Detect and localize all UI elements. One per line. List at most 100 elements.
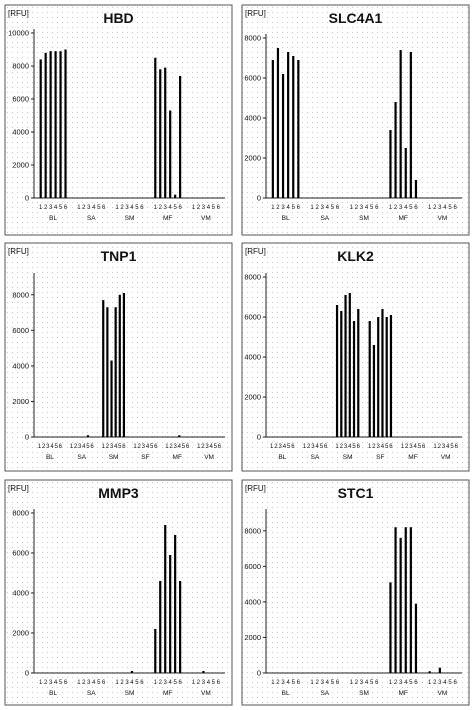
bar	[368, 321, 371, 437]
x-sub-label: 1	[270, 444, 274, 450]
x-sub-label: 2	[44, 205, 48, 211]
x-sub-label: 6	[291, 444, 295, 450]
x-sub-label: 3	[399, 205, 403, 211]
x-group-label: SM	[125, 215, 135, 222]
x-sub-label: 6	[414, 680, 418, 686]
y-tick-label: 2000	[244, 154, 261, 163]
x-sub-label: 6	[218, 444, 222, 450]
y-tick-label: 6000	[244, 313, 261, 322]
x-sub-label: 6	[375, 205, 379, 211]
bar	[159, 581, 162, 673]
y-tick-label: 8000	[12, 290, 29, 299]
x-sub-label: 4	[365, 205, 369, 211]
x-sub-label: 1	[335, 444, 339, 450]
x-sub-label: 3	[399, 680, 403, 686]
bar	[54, 51, 57, 199]
x-sub-label: 3	[360, 205, 364, 211]
bar	[179, 75, 182, 198]
y-tick-label: 4000	[244, 597, 261, 606]
x-sub-label: 6	[102, 680, 106, 686]
x-group-label: VM	[438, 690, 448, 697]
x-sub-label: 5	[352, 444, 356, 450]
x-sub-label: 3	[164, 205, 168, 211]
x-sub-label: 5	[135, 205, 139, 211]
panel-frame	[241, 4, 470, 236]
x-group-label: SA	[87, 690, 96, 697]
x-sub-label: 3	[281, 205, 285, 211]
bar	[49, 51, 52, 199]
x-sub-label: 2	[106, 444, 110, 450]
x-sub-label: 3	[164, 680, 168, 686]
x-sub-label: 4	[92, 205, 96, 211]
x-sub-label: 3	[87, 205, 91, 211]
x-sub-label: 2	[42, 444, 46, 450]
x-sub-label: 6	[217, 205, 221, 211]
x-sub-label: 2	[394, 680, 398, 686]
unit-label: [RFU]	[245, 9, 266, 18]
x-sub-label: 1	[428, 680, 432, 686]
x-group-label: BL	[282, 690, 290, 697]
bar	[276, 48, 280, 198]
x-sub-label: 2	[197, 680, 201, 686]
x-sub-label: 5	[418, 444, 422, 450]
x-sub-label: 2	[340, 444, 344, 450]
y-tick-label: 0	[25, 433, 29, 442]
x-sub-label: 3	[49, 680, 53, 686]
x-sub-label: 4	[114, 444, 118, 450]
y-tick-label: 0	[257, 433, 261, 442]
bar	[389, 130, 392, 198]
x-group-label: SM	[343, 454, 353, 461]
x-sub-label: 2	[276, 680, 280, 686]
bar	[281, 74, 285, 198]
bar	[297, 60, 300, 198]
x-sub-label: 6	[357, 444, 361, 450]
x-sub-label: 4	[443, 205, 447, 211]
x-group-label: MF	[163, 215, 172, 222]
x-sub-label: 5	[97, 205, 101, 211]
x-sub-label: 3	[311, 444, 315, 450]
x-sub-label: 4	[207, 680, 211, 686]
bar	[335, 305, 339, 437]
bar	[169, 110, 172, 198]
x-sub-label: 6	[140, 680, 144, 686]
x-sub-label: 6	[186, 444, 190, 450]
x-sub-label: 6	[64, 205, 68, 211]
x-sub-label: 5	[370, 205, 374, 211]
x-sub-label: 6	[154, 444, 158, 450]
bar	[340, 311, 343, 437]
bar	[344, 295, 347, 437]
x-sub-label: 3	[49, 205, 53, 211]
y-tick-label: 6000	[244, 562, 261, 571]
x-sub-label: 5	[214, 444, 218, 450]
y-tick-label: 6000	[12, 95, 29, 104]
x-sub-label: 4	[404, 680, 408, 686]
x-sub-label: 4	[443, 680, 447, 686]
bar	[164, 525, 167, 673]
x-sub-label: 3	[438, 680, 442, 686]
bar	[174, 194, 177, 198]
x-sub-label: 2	[159, 680, 163, 686]
x-sub-label: 4	[207, 205, 211, 211]
x-sub-label: 4	[326, 680, 330, 686]
x-sub-label: 6	[375, 680, 379, 686]
x-sub-label: 1	[38, 444, 42, 450]
bar	[438, 667, 441, 673]
bar	[86, 435, 90, 437]
x-sub-label: 6	[140, 205, 144, 211]
x-sub-label: 6	[217, 680, 221, 686]
x-sub-label: 2	[44, 680, 48, 686]
x-sub-label: 2	[433, 205, 437, 211]
bar	[377, 317, 380, 437]
x-sub-label: 2	[169, 444, 173, 450]
x-sub-label: 2	[355, 680, 359, 686]
x-sub-label: 3	[202, 680, 206, 686]
x-sub-label: 4	[404, 205, 408, 211]
y-tick-label: 6000	[244, 74, 261, 83]
x-sub-label: 5	[118, 444, 122, 450]
x-group-label: VM	[438, 215, 448, 222]
x-sub-label: 1	[39, 205, 43, 211]
bar	[404, 148, 407, 198]
y-tick-label: 8000	[12, 62, 29, 71]
x-sub-label: 2	[433, 680, 437, 686]
